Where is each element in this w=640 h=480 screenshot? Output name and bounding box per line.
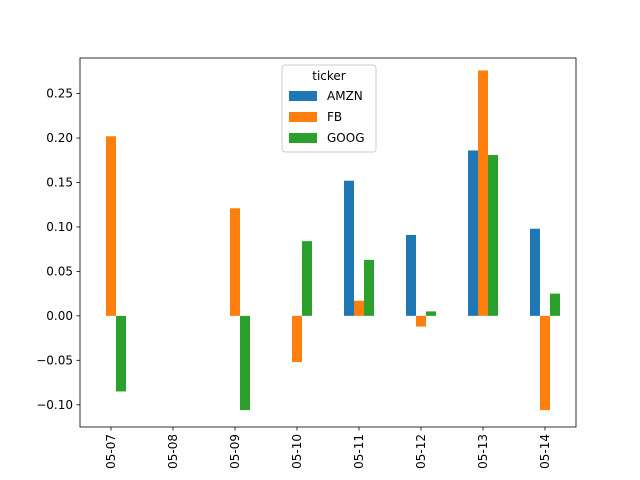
bar-amzn-05-12 — [406, 234, 416, 316]
bar-fb-05-11 — [354, 300, 364, 316]
x-tick-label: 05-12 — [414, 434, 428, 469]
y-tick-label: −0.10 — [36, 398, 73, 412]
bar-amzn-05-13 — [468, 150, 478, 316]
y-tick-label: 0.25 — [46, 87, 73, 101]
bar-goog-05-11 — [364, 259, 374, 316]
x-axis: 05-07 05-08 05-09 05-10 05-11 05-12 05-13 05-14 — [104, 427, 552, 469]
bar-fb-05-12 — [416, 315, 426, 327]
x-tick-label: 05-07 — [104, 434, 118, 469]
x-tick-label: 05-14 — [538, 434, 552, 469]
bars-group — [106, 70, 560, 411]
legend-items: AMZN FB GOOG — [289, 89, 365, 145]
legend-swatch-fb — [289, 112, 317, 122]
bar-fb-05-09 — [230, 208, 240, 316]
bar-fb-05-10 — [292, 315, 302, 363]
legend-box — [281, 64, 377, 153]
y-tick-label: −0.05 — [36, 353, 73, 367]
bar-goog-05-10 — [302, 241, 312, 316]
bar-fb-05-07 — [106, 136, 116, 316]
legend-swatch-goog — [289, 133, 317, 143]
legend-label-fb: FB — [327, 110, 342, 124]
bar-goog-05-07 — [116, 315, 126, 392]
y-tick-label: 0.05 — [46, 264, 73, 278]
bar-goog-05-13 — [488, 154, 498, 316]
x-tick-label: 05-09 — [228, 434, 242, 469]
bar-fb-05-14 — [540, 315, 550, 411]
legend-label-amzn: AMZN — [327, 89, 363, 103]
bar-goog-05-12 — [426, 311, 436, 316]
plot-frame — [79, 57, 577, 428]
legend-title: ticker — [312, 69, 346, 83]
legend-label-goog: GOOG — [327, 131, 365, 145]
y-axis: −0.10 −0.05 0.00 0.05 0.10 0.15 0.20 0.25 — [36, 87, 80, 412]
legend: ticker AMZN FB GOOG — [281, 64, 377, 153]
y-tick-label: 0.20 — [46, 131, 73, 145]
legend-swatch-amzn — [289, 91, 317, 101]
bar-goog-05-09 — [240, 315, 250, 411]
y-tick-label: 0.10 — [46, 220, 73, 234]
x-tick-label: 05-10 — [290, 434, 304, 469]
bar-amzn-05-14 — [530, 228, 540, 316]
bar-amzn-05-11 — [344, 180, 354, 316]
bar-goog-05-14 — [550, 293, 560, 316]
y-tick-label: 0.15 — [46, 175, 73, 189]
x-tick-label: 05-08 — [166, 434, 180, 469]
x-tick-label: 05-11 — [352, 434, 366, 469]
bar-fb-05-13 — [478, 70, 488, 316]
x-tick-label: 05-13 — [476, 434, 490, 469]
y-tick-label: 0.00 — [46, 309, 73, 323]
